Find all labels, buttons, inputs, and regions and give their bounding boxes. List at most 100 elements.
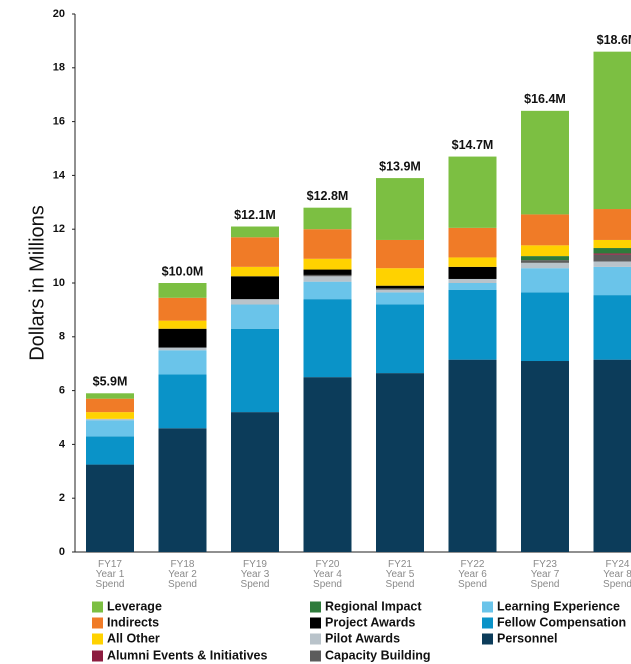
bar-segment [448, 257, 497, 267]
legend-label: Leverage [107, 599, 162, 613]
legend-label: Fellow Compensation [497, 615, 626, 629]
bar-segment [303, 274, 352, 277]
y-tick-label: 10 [53, 277, 65, 289]
bar-segment [158, 320, 207, 329]
bar-segment [521, 361, 569, 552]
bar-segment [303, 269, 352, 275]
bar-segment [593, 261, 631, 267]
bar-segment [448, 227, 497, 258]
total-label: $14.7M [452, 138, 494, 152]
y-tick-label: 2 [59, 492, 65, 504]
bar-segment [231, 266, 279, 277]
legend-swatch [92, 617, 103, 629]
bar-segment [158, 428, 207, 552]
bar-segment [303, 207, 352, 230]
legend-swatch [92, 650, 103, 662]
bar-segment [303, 281, 352, 300]
bar-segment [303, 229, 352, 259]
bar-segment [521, 292, 569, 362]
legend-label: Regional Impact [325, 599, 422, 613]
total-label: $10.0M [162, 264, 204, 278]
x-tick-label: FY17 Year 1 Spend [95, 559, 125, 590]
bar-segment [231, 412, 279, 552]
bar-segment [158, 297, 207, 321]
bar-segment [376, 304, 424, 374]
y-tick-label: 14 [53, 169, 66, 181]
bar-segment [521, 110, 569, 215]
bar-segment [521, 214, 569, 246]
total-label: $12.8M [307, 189, 349, 203]
bar-segment [86, 464, 134, 552]
bar-segment [158, 283, 207, 298]
legend-swatch [310, 633, 321, 645]
legend-label: Project Awards [325, 615, 415, 629]
bar-segment [231, 299, 279, 305]
bar-segment [376, 288, 424, 290]
bar-segment [376, 373, 424, 552]
legend-label: Indirects [107, 615, 159, 629]
legend-swatch [482, 601, 493, 613]
bar-segment [231, 304, 279, 329]
legend-label: Capacity Building [325, 648, 431, 662]
legend-swatch [482, 633, 493, 645]
legend-swatch [482, 617, 493, 629]
legend-label: Learning Experience [497, 599, 620, 613]
y-axis-title: Dollars in Millions [26, 205, 48, 361]
x-tick-label: FY21 Year 5 Spend [385, 559, 415, 590]
bar-segment [521, 245, 569, 257]
bar-segment [593, 51, 631, 210]
y-tick-label: 18 [53, 62, 65, 74]
y-tick-label: 0 [59, 546, 65, 558]
bar-segment [376, 292, 424, 305]
bar-segment [593, 248, 631, 254]
bar-segment [86, 393, 134, 399]
legend-swatch [92, 601, 103, 613]
bar-segment [86, 412, 134, 419]
bar-segment [376, 289, 424, 293]
bar-segment [448, 266, 497, 279]
y-tick-label: 20 [53, 8, 65, 20]
bar-segment [303, 377, 352, 552]
legend-label: Alumni Events & Initiatives [107, 648, 268, 662]
bar-segment [86, 398, 134, 413]
bar-segment [158, 328, 207, 348]
y-tick-label: 8 [59, 331, 65, 343]
bar-segment [448, 278, 497, 283]
y-tick-label: 12 [53, 223, 65, 235]
bar-segment [376, 178, 424, 240]
y-tick-label: 6 [59, 385, 65, 397]
legend-swatch [310, 601, 321, 613]
legend-swatch [92, 633, 103, 645]
bar-segment [158, 374, 207, 429]
bar-segment [86, 420, 134, 437]
bar-segment [86, 436, 134, 465]
y-tick-label: 4 [59, 438, 66, 450]
x-tick-label: FY22 Year 6 Spend [458, 559, 487, 590]
x-tick-label: FY19 Year 3 Spend [240, 559, 270, 590]
x-tick-label: FY18 Year 2 Spend [168, 559, 197, 590]
bar-segment [158, 350, 207, 375]
legend-label: Personnel [497, 631, 557, 645]
bar-segment [593, 254, 631, 262]
total-label: $12.1M [234, 208, 276, 222]
bar-segment [231, 328, 279, 413]
bar-segment [593, 295, 631, 360]
legend-swatch [310, 650, 321, 662]
bar-segment [448, 156, 497, 228]
bar-segment [448, 283, 497, 290]
bar-segment [593, 209, 631, 240]
bar-segment [231, 226, 279, 238]
legend-label: All Other [107, 631, 160, 645]
x-tick-label: FY20 Year 4 Spend [313, 559, 342, 590]
x-tick-label: FY23 Year 7 Spend [530, 559, 560, 590]
legend-label: Pilot Awards [325, 631, 400, 645]
bar-segment [376, 268, 424, 286]
bar-segment [231, 276, 279, 300]
bar-segment [376, 285, 424, 289]
bar-segment [521, 268, 569, 293]
bar-segment [303, 299, 352, 378]
bar-segment [593, 359, 631, 552]
bar-segment [593, 253, 631, 255]
